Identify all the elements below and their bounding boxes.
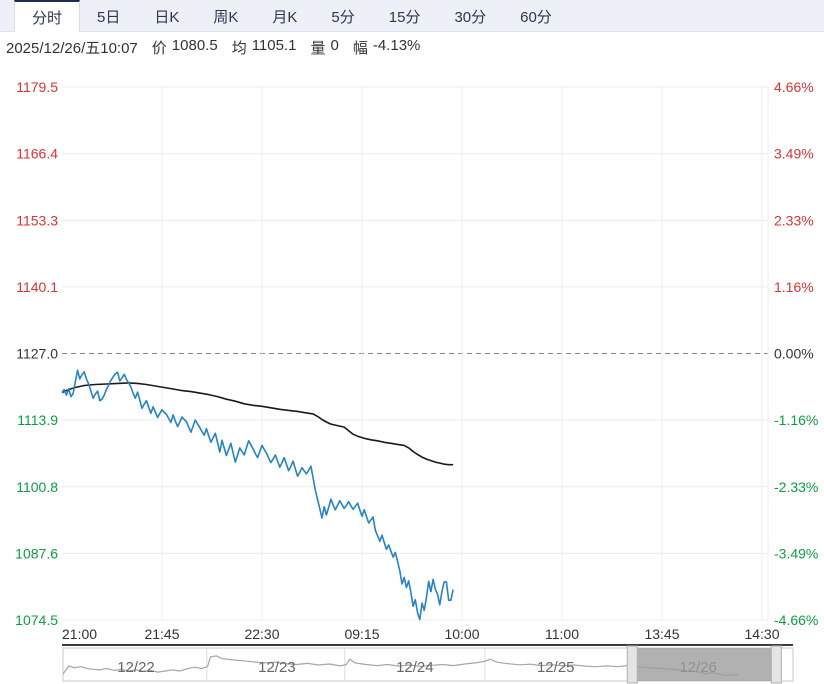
navigator-handle-left[interactable] bbox=[626, 645, 638, 684]
time-axis-label: 13:45 bbox=[644, 626, 679, 642]
navigator-selection[interactable] bbox=[637, 648, 772, 681]
info-average: 均 1105.1 bbox=[232, 37, 297, 58]
percent-axis-label: -4.66% bbox=[774, 612, 818, 628]
average-line bbox=[61, 382, 454, 466]
tab-daily-k[interactable]: 日K bbox=[154, 9, 180, 26]
navigator-date-label: 12/23 bbox=[258, 659, 296, 676]
tab-monthly-k[interactable]: 月K bbox=[272, 9, 298, 26]
price-axis-label: 1100.8 bbox=[16, 479, 58, 495]
navigator-sparkline bbox=[62, 655, 739, 676]
chart-header: 分时 5日 日K 周K 月K 5分 15分 30分 60分 2025/12/26/五10:07 … bbox=[0, 0, 824, 60]
percent-axis-label: 1.16% bbox=[774, 279, 814, 295]
price-axis-label: 1113.9 bbox=[17, 412, 58, 428]
chart-plot-area[interactable] bbox=[62, 87, 768, 620]
percent-axis-label: 0.00% bbox=[774, 346, 814, 362]
time-axis-label: 14:30 bbox=[744, 626, 779, 642]
info-datetime: 2025/12/26/五10:07 bbox=[6, 39, 138, 57]
info-average-value: 1105.1 bbox=[251, 36, 297, 54]
info-average-label: 均 bbox=[231, 39, 247, 57]
percent-axis-label: 2.33% bbox=[774, 212, 814, 228]
time-axis-label: 11:00 bbox=[545, 626, 579, 642]
price-axis-label: 1074.5 bbox=[15, 612, 58, 628]
percent-axis-label: 4.66% bbox=[774, 79, 814, 95]
percent-axis-label: -1.16% bbox=[774, 412, 818, 428]
tab-30min[interactable]: 30分 bbox=[454, 9, 487, 26]
info-volume-label: 量 bbox=[310, 39, 326, 57]
tab-weekly-k[interactable]: 周K bbox=[213, 9, 239, 26]
tab-15min[interactable]: 15分 bbox=[388, 9, 421, 26]
navigator-date-label: 12/22 bbox=[117, 659, 155, 676]
info-price-label: 价 bbox=[151, 39, 167, 57]
tab-60min[interactable]: 60分 bbox=[520, 9, 552, 26]
info-change-label: 幅 bbox=[352, 39, 368, 57]
price-axis-label: 1166.4 bbox=[16, 146, 58, 162]
time-axis-label: 22:30 bbox=[244, 626, 279, 642]
price-axis-label: 1140.1 bbox=[16, 279, 58, 295]
info-change-value: -4.13% bbox=[372, 36, 421, 54]
price-axis-label: 1153.3 bbox=[16, 212, 58, 228]
info-volume-value: 0 bbox=[330, 36, 339, 54]
percent-axis-label: -2.33% bbox=[774, 479, 818, 495]
percent-axis-label: 3.49% bbox=[774, 146, 814, 162]
navigator-date-label: 12/24 bbox=[396, 659, 434, 676]
info-price: 价 1080.5 bbox=[152, 37, 218, 58]
navigator-date-label: 12/25 bbox=[537, 659, 575, 676]
percent-axis-label: -3.49% bbox=[774, 545, 818, 561]
time-axis-label: 09:15 bbox=[344, 626, 379, 642]
navigator-handle-right[interactable] bbox=[770, 645, 782, 684]
tab-5min[interactable]: 5分 bbox=[331, 9, 355, 26]
info-change: 幅 -4.13% bbox=[353, 37, 421, 58]
price-axis-label: 1127.0 bbox=[16, 346, 58, 362]
price-axis-label: 1179.5 bbox=[16, 79, 58, 95]
tab-minute[interactable]: 分时 bbox=[14, 0, 81, 32]
info-bar: 2025/12/26/五10:07 价 1080.5 均 1105.1 量 0 幅 -4.13… bbox=[0, 32, 824, 60]
time-axis-label: 21:00 bbox=[62, 626, 97, 642]
info-price-value: 1080.5 bbox=[171, 36, 218, 54]
time-axis-label: 10:00 bbox=[444, 626, 479, 642]
info-values: 价 1080.5 均 1105.1 量 0 幅 -4.13% bbox=[152, 37, 421, 58]
tab-5day[interactable]: 5日 bbox=[97, 9, 121, 26]
tab-bar: 分时 5日 日K 周K 月K 5分 15分 30分 60分 bbox=[0, 0, 824, 32]
price-axis-label: 1087.6 bbox=[15, 545, 58, 561]
time-axis-label: 21:45 bbox=[144, 626, 179, 642]
price-line bbox=[61, 369, 454, 621]
